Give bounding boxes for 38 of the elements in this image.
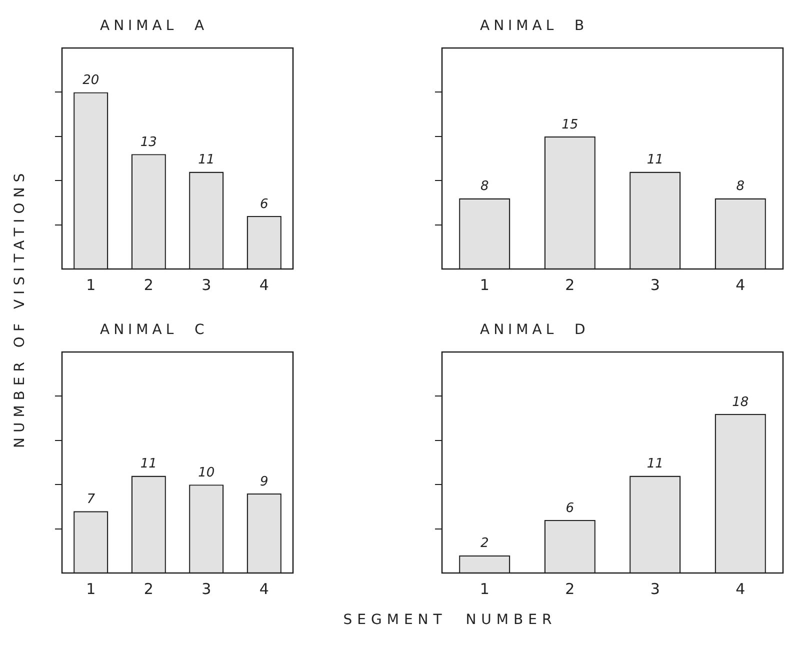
x-tick-label: 2	[565, 580, 575, 598]
data-label: 8	[736, 179, 745, 194]
x-tick-label: 2	[144, 276, 154, 294]
data-label: 11	[198, 152, 215, 168]
chart-title: ANIMAL D	[480, 322, 590, 338]
x-tick-label: 3	[202, 580, 212, 598]
data-label: 18	[732, 394, 749, 410]
x-tick-label: 3	[650, 580, 660, 598]
chart-title: ANIMAL A	[100, 18, 208, 34]
chart-title: ANIMAL B	[480, 18, 588, 34]
x-tick-label: 4	[259, 580, 269, 598]
data-label: 11	[646, 456, 664, 472]
x-axis-title: SEGMENT NUMBER	[342, 612, 558, 628]
x-tick-label: 1	[480, 276, 490, 294]
x-tick-label: 1	[480, 580, 490, 598]
data-label: 13	[140, 134, 157, 150]
data-label: 2	[480, 536, 489, 552]
x-tick-label: 1	[86, 276, 96, 294]
x-tick-label: 4	[736, 276, 746, 294]
data-label: 6	[260, 196, 268, 212]
chart-title: ANIMAL C	[100, 322, 208, 338]
data-label: 20	[82, 73, 100, 88]
data-label: 11	[646, 152, 664, 168]
data-label: 11	[140, 456, 157, 472]
x-tick-label: 1	[86, 580, 96, 598]
x-tick-label: 4	[736, 580, 746, 598]
x-tick-label: 3	[650, 276, 660, 294]
data-label: 9	[260, 474, 268, 490]
data-label: 10	[198, 465, 215, 480]
data-label: 6	[566, 500, 574, 516]
x-tick-label: 4	[259, 276, 269, 294]
y-axis-title: NUMBER OF VISITATIONS	[12, 168, 28, 448]
x-tick-label: 2	[565, 276, 575, 294]
data-label: 8	[480, 179, 489, 194]
x-tick-label: 3	[202, 276, 212, 294]
data-label: 15	[562, 117, 578, 132]
data-label: 7	[86, 492, 96, 507]
x-tick-label: 2	[144, 580, 154, 598]
